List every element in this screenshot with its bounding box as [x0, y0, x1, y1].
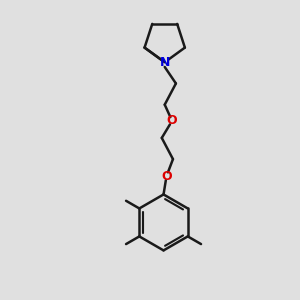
Text: N: N — [160, 56, 170, 69]
Text: O: O — [161, 170, 172, 183]
Text: O: O — [167, 114, 177, 127]
